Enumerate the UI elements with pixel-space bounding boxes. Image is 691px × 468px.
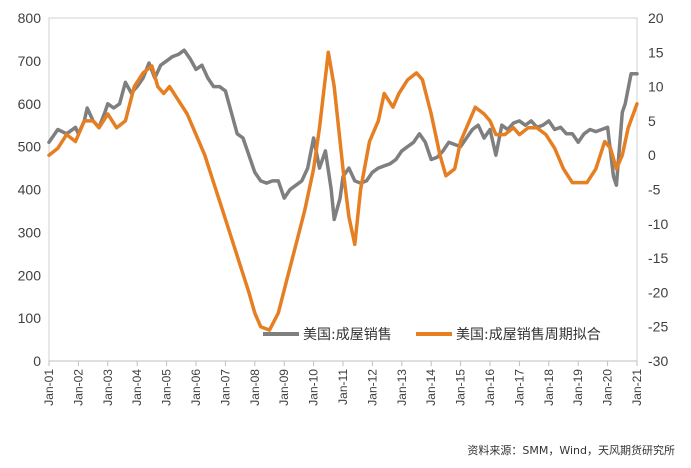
x-tick-label: Jan-12: [365, 369, 379, 406]
left-tick-label: 300: [18, 224, 42, 240]
left-tick-label: 700: [18, 53, 42, 69]
series-line-cycle-fit: [47, 50, 639, 332]
right-tick-label: 5: [648, 113, 656, 129]
x-tick-label: Jan-21: [630, 369, 644, 406]
x-tick-label: Jan-04: [130, 369, 144, 406]
right-tick-label: 10: [648, 79, 664, 95]
left-tick-label: 800: [18, 10, 42, 26]
x-tick-label: Jan-03: [101, 369, 115, 406]
left-y-axis: 0 100 200 300 400 500 600 700 800: [18, 10, 42, 369]
right-tick-label: 20: [648, 10, 664, 26]
right-tick-label: 15: [648, 44, 664, 60]
right-tick-label: -25: [648, 319, 668, 335]
source-note: 资料来源：SMM，Wind，天风期货研究所: [467, 444, 675, 457]
x-tick-label: Jan-09: [277, 369, 291, 406]
left-tick-label: 200: [18, 267, 42, 283]
right-tick-label: 0: [648, 147, 656, 163]
right-tick-label: -10: [648, 216, 668, 232]
x-axis: Jan-01 Jan-02 Jan-03 Jan-04 Jan-05 Jan-06 Jan-…: [42, 361, 644, 406]
right-tick-label: -20: [648, 284, 668, 300]
right-tick-label: -30: [648, 353, 668, 369]
left-tick-label: 100: [18, 310, 42, 326]
x-tick-label: Jan-10: [307, 369, 321, 406]
x-tick-label: Jan-06: [189, 369, 203, 406]
legend-item-cycle-fit-label: 美国:成屋销售周期拟合: [456, 327, 601, 343]
x-tick-label: Jan-11: [336, 369, 350, 405]
legend: 美国:成屋销售 美国:成屋销售周期拟合: [263, 327, 601, 343]
left-tick-label: 0: [33, 353, 41, 369]
x-tick-label: Jan-16: [483, 369, 497, 406]
x-tick-label: Jan-19: [571, 369, 585, 406]
x-tick-label: Jan-02: [71, 369, 85, 406]
left-tick-label: 500: [18, 139, 42, 155]
x-tick-label: Jan-08: [248, 369, 262, 406]
series-layer: [47, 48, 639, 332]
x-tick-label: Jan-13: [395, 369, 409, 406]
x-tick-label: Jan-15: [454, 369, 468, 406]
right-y-axis: -30 -25 -20 -15 -10 -5 0 5 10 15 20: [648, 10, 668, 369]
series-line-existing-home-sales: [47, 48, 639, 222]
x-tick-label: Jan-05: [160, 369, 174, 406]
right-tick-label: -5: [648, 182, 661, 198]
x-tick-label: Jan-01: [42, 369, 56, 406]
legend-item-existing-home-sales-label: 美国:成屋销售: [303, 327, 392, 343]
x-tick-label: Jan-14: [424, 369, 438, 406]
x-tick-label: Jan-07: [218, 369, 232, 406]
x-tick-label: Jan-20: [601, 369, 615, 406]
x-tick-label: Jan-18: [542, 369, 556, 406]
right-tick-label: -15: [648, 250, 668, 266]
left-tick-label: 600: [18, 96, 42, 112]
left-tick-label: 400: [18, 182, 42, 198]
x-tick-label: Jan-17: [512, 369, 526, 406]
